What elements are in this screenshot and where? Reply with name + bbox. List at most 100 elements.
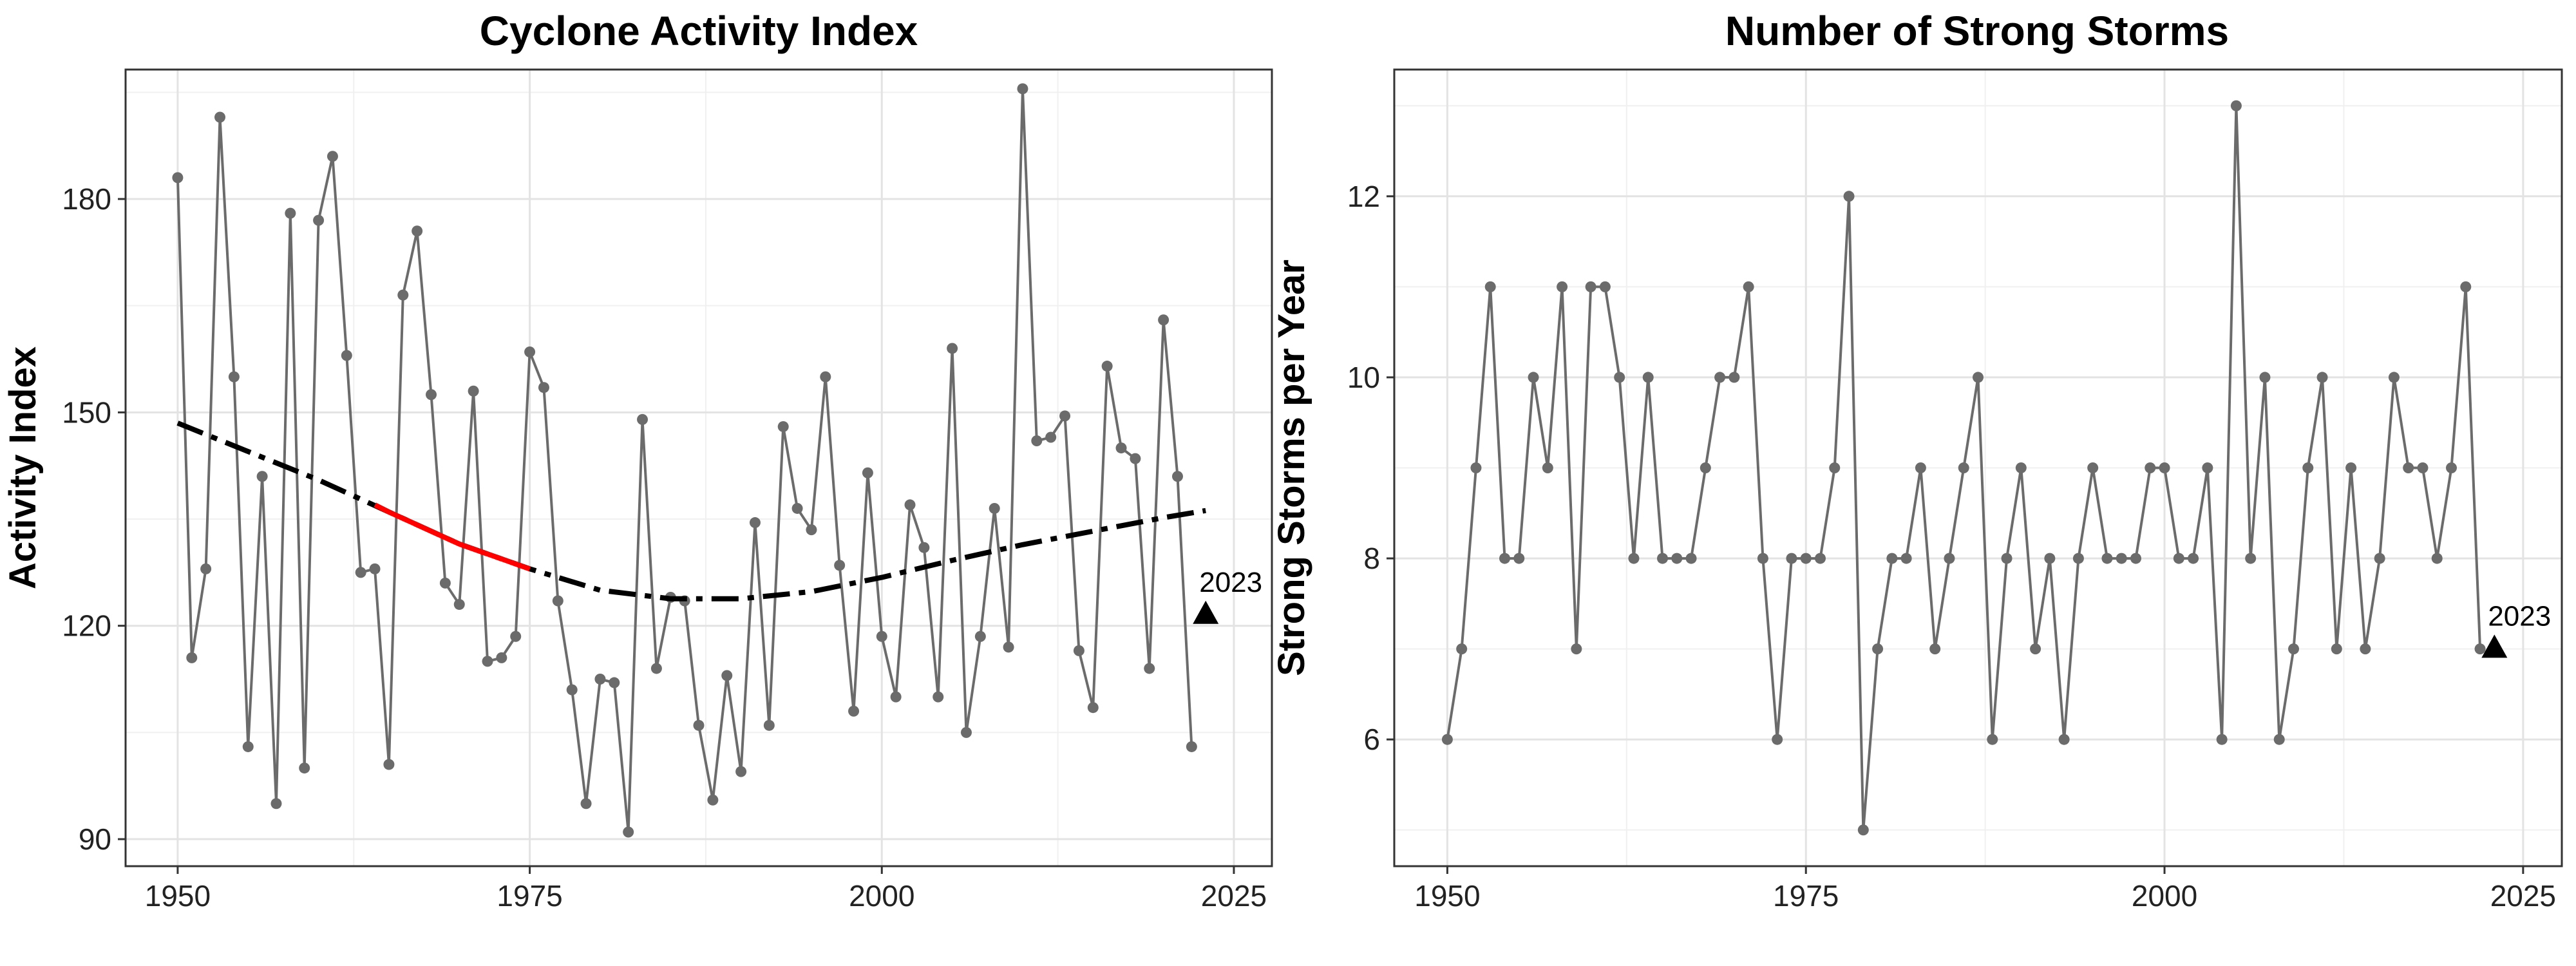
data-point (341, 350, 352, 361)
data-point (355, 567, 366, 578)
x-tick-label: 1950 (1414, 879, 1480, 913)
data-point (2030, 643, 2041, 655)
x-tick-label: 2025 (2490, 879, 2556, 913)
data-point (1915, 462, 1926, 473)
data-point (453, 599, 465, 611)
data-point (1900, 553, 1912, 564)
data-point (2374, 553, 2385, 564)
data-point (904, 499, 916, 511)
data-point (1743, 281, 1754, 292)
data-point (2417, 462, 2429, 473)
data-point (707, 794, 719, 806)
data-point (2130, 553, 2141, 564)
data-point (1886, 553, 1898, 564)
data-point (989, 502, 1000, 514)
data-point (2202, 462, 2213, 473)
data-point (496, 652, 507, 663)
data-point (721, 670, 733, 681)
data-point (1557, 281, 1568, 292)
data-point (1757, 553, 1768, 564)
data-point (369, 563, 381, 574)
data-point (2316, 372, 2328, 383)
data-point (1017, 83, 1028, 95)
data-point (1843, 191, 1855, 202)
data-point (2173, 553, 2184, 564)
data-point (524, 346, 536, 357)
marker-triangle (1193, 600, 1219, 624)
data-point (1073, 645, 1084, 656)
data-point (1528, 372, 1539, 383)
data-point (1685, 553, 1697, 564)
data-point (2302, 462, 2314, 473)
data-point (397, 289, 409, 301)
data-point (1700, 462, 1711, 473)
marker-triangle (2481, 634, 2508, 658)
data-point (242, 741, 254, 752)
x-tick-label: 1975 (1773, 879, 1839, 913)
data-point (2159, 462, 2170, 473)
y-axis-title: Activity Index (2, 346, 44, 589)
data-point (791, 502, 803, 514)
data-point (1045, 431, 1057, 443)
data-point (580, 798, 592, 810)
data-point (1441, 734, 1453, 745)
marker-label: 2023 (2488, 601, 2551, 632)
data-point (1973, 372, 1984, 383)
data-point (1484, 281, 1496, 292)
data-point (1513, 553, 1525, 564)
data-point (1772, 734, 1783, 745)
data-point (2388, 372, 2400, 383)
x-tick-label: 2000 (2132, 879, 2197, 913)
data-point (2001, 553, 2012, 564)
data-point (1958, 462, 1969, 473)
data-point (1829, 462, 1841, 473)
data-point (538, 382, 549, 393)
data-point (552, 595, 564, 607)
data-point (2015, 462, 2027, 473)
data-point (1800, 553, 1812, 564)
data-point (1499, 553, 1510, 564)
data-point (2145, 462, 2156, 473)
data-point (468, 385, 479, 397)
marker-label: 2023 (1199, 567, 1262, 598)
data-point (1542, 462, 1553, 473)
data-point (749, 517, 761, 529)
data-point (299, 762, 310, 774)
y-tick-label: 12 (1347, 180, 1380, 213)
data-point (1059, 410, 1071, 422)
data-point (2273, 734, 2285, 745)
data-point (1456, 643, 1468, 655)
data-point (1657, 553, 1668, 564)
data-point (482, 656, 493, 667)
y-tick-label: 8 (1363, 542, 1380, 575)
data-point (1130, 453, 1141, 464)
data-point (1944, 553, 1955, 564)
data-point (2446, 462, 2457, 473)
data-point (383, 759, 395, 770)
x-tick-label: 1975 (497, 879, 562, 913)
data-point (960, 726, 972, 738)
data-point (313, 214, 325, 226)
data-point (947, 343, 958, 354)
data-point (2345, 462, 2357, 473)
data-point (2188, 553, 2199, 564)
y-tick-label: 180 (62, 182, 111, 216)
data-point (510, 630, 522, 642)
data-point (2230, 100, 2242, 111)
data-point (1144, 663, 1155, 674)
data-point (1987, 734, 1998, 745)
data-point (2288, 643, 2299, 655)
data-point (862, 467, 873, 478)
data-point (2087, 462, 2099, 473)
plot-background (126, 70, 1272, 866)
data-point (327, 151, 338, 162)
data-point (1714, 372, 1726, 383)
data-point (270, 798, 282, 810)
data-point (623, 826, 634, 838)
data-point (1470, 462, 1482, 473)
y-tick-label: 120 (62, 609, 111, 643)
data-point (214, 111, 226, 123)
data-point (1929, 643, 1941, 655)
data-point (412, 225, 423, 237)
